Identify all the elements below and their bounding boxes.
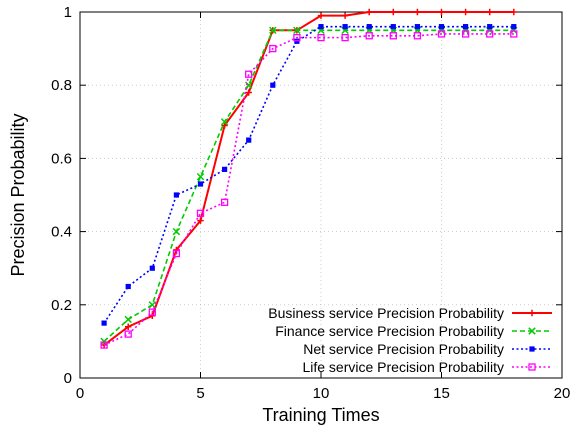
data-point: [294, 38, 300, 44]
data-point: [100, 337, 108, 346]
x-tick-label: 15: [433, 385, 450, 402]
data-point: [125, 323, 132, 330]
data-point: [222, 166, 228, 172]
legend-sample-marker: [528, 363, 536, 371]
legend-item-1: Business service Precision Probability: [268, 305, 552, 321]
data-point: [196, 209, 205, 217]
data-point: [245, 70, 253, 78]
data-point: [389, 32, 397, 40]
data-point: [486, 30, 494, 38]
data-point: [270, 82, 276, 88]
series-layer: [100, 8, 518, 349]
x-tick-label: 5: [196, 385, 204, 402]
data-point: [463, 24, 469, 30]
data-point: [125, 283, 131, 290]
y-tick-label: 1: [64, 4, 72, 21]
data-point: [293, 33, 301, 42]
series-line: [103, 29, 514, 342]
data-point: [124, 315, 132, 324]
data-point: [510, 30, 518, 38]
series-line: [103, 33, 514, 346]
legend-sample-marker: [529, 346, 535, 352]
data-point: [317, 33, 325, 42]
y-tick-label: 0.6: [51, 150, 72, 167]
data-point: [390, 8, 397, 16]
data-point: [244, 81, 253, 89]
data-point: [365, 32, 373, 40]
legend-label: Business service Precision Probability: [268, 305, 504, 321]
data-point: [461, 30, 470, 38]
data-point: [437, 30, 446, 38]
data-point: [149, 265, 155, 271]
data-point: [197, 181, 204, 187]
legend: Business service Precision Probability Fi…: [268, 305, 552, 375]
axis-ticks: 0 5 10 15 20 0 0.2 0.4 0.6 0.8 1: [51, 4, 570, 402]
data-point: [269, 26, 277, 35]
x-axis-label: Training Times: [262, 405, 379, 425]
data-point: [510, 8, 517, 16]
legend-item-4: Life service Precision Probability: [302, 359, 552, 375]
legend-sample-marker: [528, 327, 536, 335]
series-2: [100, 26, 518, 346]
data-point: [390, 24, 396, 30]
data-point: [148, 308, 156, 316]
data-point: [196, 172, 205, 181]
series-4: [100, 30, 518, 349]
legend-label: Life service Precision Probability: [302, 359, 504, 375]
data-point: [245, 89, 252, 96]
data-point: [293, 26, 301, 35]
data-point: [413, 32, 422, 40]
y-tick-label: 0.4: [51, 224, 72, 241]
series-3: [101, 24, 517, 326]
data-point: [101, 320, 107, 326]
data-point: [220, 118, 229, 126]
data-point: [246, 137, 252, 143]
data-point: [317, 12, 325, 19]
data-point: [366, 8, 373, 16]
y-tick-label: 0.2: [51, 297, 72, 314]
data-point: [172, 227, 181, 236]
y-tick-label: 0.8: [51, 77, 72, 94]
data-point: [366, 24, 372, 30]
y-tick-label: 0: [64, 370, 72, 387]
legend-sample-marker: [528, 309, 536, 317]
y-axis-label: Precision Probability: [8, 113, 28, 276]
data-point: [100, 341, 108, 349]
data-point: [486, 8, 493, 16]
data-point: [318, 24, 324, 30]
data-point: [462, 8, 469, 16]
data-point: [511, 24, 517, 30]
data-point: [414, 8, 421, 16]
data-point: [172, 249, 181, 258]
data-point: [220, 198, 229, 206]
legend-label: Finance service Precision Probability: [275, 323, 504, 339]
data-point: [342, 24, 348, 30]
data-point: [438, 8, 445, 16]
series-line: [103, 11, 514, 346]
data-point: [197, 217, 204, 224]
x-tick-label: 10: [313, 385, 330, 402]
legend-label: Net service Precision Probability: [303, 341, 504, 357]
data-point: [438, 24, 445, 30]
x-tick-label: 0: [76, 385, 84, 402]
data-point: [269, 44, 277, 53]
series-1: [100, 8, 517, 349]
x-tick-label: 20: [554, 385, 571, 402]
data-point: [124, 330, 132, 338]
grid: [80, 12, 562, 378]
data-point: [487, 24, 493, 30]
data-point: [414, 24, 420, 30]
data-point: [341, 33, 349, 42]
legend-item-2: Finance service Precision Probability: [275, 323, 552, 339]
data-point: [341, 12, 349, 19]
legend-item-3: Net service Precision Probability: [303, 341, 552, 357]
data-point: [173, 192, 179, 198]
data-point: [149, 312, 156, 319]
